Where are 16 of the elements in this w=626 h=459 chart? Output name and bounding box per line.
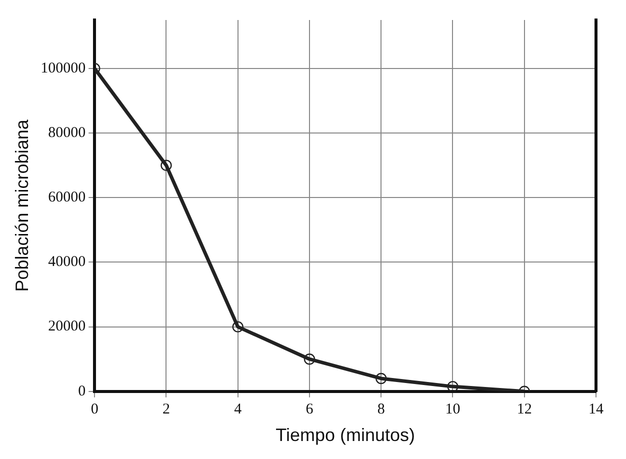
x-tick-label: 0 — [90, 401, 98, 418]
x-tick-label: 10 — [445, 401, 460, 418]
x-tick-label: 14 — [588, 401, 604, 418]
y-axis-title: Población microbiana — [12, 118, 32, 292]
y-tick-label: 100000 — [40, 60, 86, 76]
y-tick-label: 60000 — [48, 190, 86, 206]
y-tick-label: 80000 — [48, 124, 86, 141]
x-tick-label: 8 — [377, 401, 385, 418]
y-tick-label: 40000 — [48, 254, 86, 270]
y-tick-label: 0 — [78, 383, 86, 400]
x-tick-label: 6 — [306, 401, 314, 418]
x-axis-title: Tiempo (minutos) — [276, 425, 415, 446]
x-tick-label: 2 — [162, 401, 170, 418]
x-tick-label: 12 — [516, 401, 532, 418]
y-tick-label: 20000 — [48, 318, 86, 335]
x-tick-label: 4 — [234, 401, 242, 418]
